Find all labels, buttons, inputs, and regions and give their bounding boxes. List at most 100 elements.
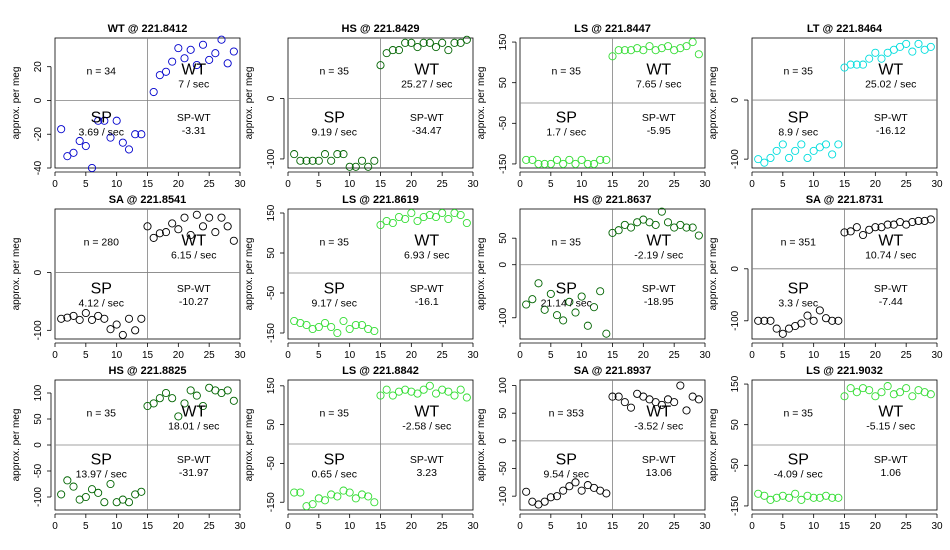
- x-tick-label: 5: [548, 350, 554, 361]
- data-point: [180, 54, 189, 63]
- x-tick-label: 5: [548, 179, 554, 190]
- x-tick-label: 0: [517, 179, 523, 190]
- x-tick-label: 20: [638, 179, 650, 190]
- data-point: [583, 321, 592, 330]
- x-tick-label: 30: [234, 350, 246, 361]
- data-point: [296, 156, 305, 165]
- data-point: [327, 490, 336, 499]
- panel-9: HS @ 221.8825 approx. per meg 0 5 10 15 20 25 30…: [11, 365, 246, 532]
- y-tick-label: -100: [33, 320, 44, 340]
- y-tick-label: 0: [33, 269, 44, 275]
- x-tick-label: 30: [467, 521, 479, 532]
- panel-8: SA @ 221.8731 approx. per meg 0 5 10 15 20 25 30…: [708, 194, 943, 361]
- y-tick-label: -50: [266, 456, 277, 471]
- x-tick-label: 20: [638, 350, 650, 361]
- data-point: [100, 314, 109, 323]
- sp-rate-label: 8.9 / sec: [778, 127, 818, 139]
- diff-value: -7.44: [879, 296, 903, 308]
- panel-title: HS @ 221.8429: [342, 23, 420, 35]
- data-point: [760, 316, 769, 325]
- x-tick-label: 30: [467, 350, 479, 361]
- data-point: [438, 208, 447, 218]
- y-tick-label: -20: [33, 127, 44, 142]
- data-point: [229, 396, 238, 405]
- data-point: [357, 320, 367, 330]
- n-count-label: n = 35: [552, 65, 582, 77]
- y-tick-label: 150: [266, 377, 277, 394]
- x-tick-label: 20: [173, 350, 185, 361]
- data-point: [528, 155, 537, 164]
- y-tick-label: 0: [266, 95, 277, 101]
- x-tick-label: 30: [931, 179, 943, 190]
- sp-rate-label: 3.69 / sec: [78, 127, 124, 139]
- data-point: [462, 218, 471, 228]
- data-point: [419, 212, 428, 222]
- y-tick-label: -100: [730, 149, 741, 169]
- data-point: [112, 320, 121, 329]
- data-point: [364, 324, 373, 334]
- data-point: [865, 386, 874, 395]
- y-tick-label: 0: [498, 438, 509, 444]
- sp-rate-label: 9.54 / sec: [543, 469, 589, 481]
- data-point: [902, 39, 911, 48]
- x-tick-label: 0: [52, 521, 58, 532]
- n-count-label: n = 35: [784, 407, 814, 419]
- data-point: [401, 38, 410, 47]
- data-point: [858, 384, 868, 393]
- data-point: [889, 390, 898, 399]
- wt-label: WT: [181, 232, 206, 249]
- data-point: [694, 395, 703, 404]
- data-point: [308, 500, 317, 509]
- x-tick-label: 25: [669, 521, 681, 532]
- data-point: [211, 49, 220, 58]
- wt-label: WT: [414, 403, 439, 420]
- data-point: [407, 38, 416, 47]
- wt-label: WT: [878, 61, 903, 78]
- y-tick-label: -150: [266, 323, 277, 343]
- diff-label: SP-WT: [874, 454, 908, 466]
- data-point: [290, 488, 299, 497]
- data-point: [168, 57, 177, 66]
- data-point: [186, 45, 195, 54]
- wt-label: WT: [646, 403, 671, 420]
- data-point: [161, 228, 171, 237]
- panel-title: HS @ 221.8637: [574, 194, 652, 206]
- n-count-label: n = 351: [781, 236, 816, 248]
- y-tick-label: -150: [730, 495, 741, 515]
- data-point: [663, 218, 673, 227]
- y-axis-label: approx. per meg: [244, 409, 255, 482]
- wt-label: WT: [646, 232, 671, 249]
- x-tick-label: 15: [142, 179, 154, 190]
- data-point: [534, 279, 543, 288]
- n-count-label: n = 35: [552, 236, 582, 248]
- panel-1: WT @ 221.8412 approx. per meg 0 5 10 15 20 25 30…: [11, 23, 246, 190]
- data-point: [419, 385, 428, 394]
- data-point: [914, 39, 923, 48]
- data-point: [620, 46, 629, 55]
- data-point: [828, 150, 837, 159]
- x-tick-label: 15: [375, 179, 387, 190]
- data-point: [772, 146, 781, 155]
- data-point: [663, 42, 673, 51]
- data-point: [370, 156, 379, 165]
- x-tick-label: 25: [204, 179, 216, 190]
- wt-rate-label: 6.93 / sec: [404, 249, 450, 261]
- data-point: [94, 488, 103, 497]
- diff-label: SP-WT: [410, 454, 444, 466]
- data-point: [797, 140, 806, 149]
- data-point: [180, 399, 189, 408]
- data-point: [69, 148, 78, 157]
- data-point: [376, 220, 385, 230]
- data-point: [413, 216, 422, 226]
- data-point: [614, 46, 623, 55]
- data-point: [778, 491, 787, 500]
- data-point: [926, 215, 935, 224]
- x-tick-label: 25: [669, 179, 681, 190]
- x-tick-label: 25: [437, 179, 449, 190]
- data-point: [602, 155, 611, 164]
- data-point: [676, 44, 685, 53]
- data-point: [302, 156, 311, 165]
- data-point: [522, 155, 531, 164]
- data-point: [883, 382, 892, 391]
- data-point: [815, 306, 824, 315]
